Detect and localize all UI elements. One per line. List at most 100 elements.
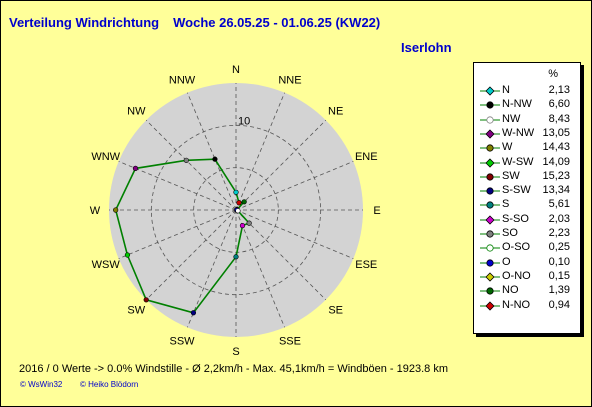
period-text: Woche 26.05.25 - 01.06.25 (KW22) <box>173 15 381 30</box>
legend-label: O <box>502 255 511 268</box>
data-point <box>212 156 218 162</box>
legend-swatch-icon <box>480 201 500 209</box>
legend-item: S-SW 13,34 <box>474 184 580 198</box>
grid-spoke <box>235 209 354 259</box>
direction-label: NNW <box>169 75 196 87</box>
legend-item: N-NO 0,94 <box>474 299 580 313</box>
legend-value: 14,43 <box>542 141 570 154</box>
footer-stats: 2016 / 0 Werte -> 0.0% Windstille - Ø 2,… <box>19 363 448 375</box>
data-points <box>113 156 252 316</box>
direction-label: NW <box>127 105 146 117</box>
legend-swatch-icon <box>480 129 500 139</box>
data-point <box>233 254 239 260</box>
legend-value: 15,23 <box>542 169 570 182</box>
chart-title: Verteilung Windrichtung Woche 26.05.25 - … <box>9 15 380 30</box>
direction-label: WSW <box>92 259 121 271</box>
legend-label: W <box>502 141 513 154</box>
legend-label: NO <box>502 284 519 297</box>
legend-label: S <box>502 198 510 211</box>
legend-label: N-NW <box>502 98 532 111</box>
grid-spoke <box>187 209 237 328</box>
direction-labels: N NNE NE ENE E ESE SE SSE S SSW SW WSW W WNW NW NNW <box>90 64 381 358</box>
data-point <box>190 310 197 316</box>
data-point <box>236 200 242 206</box>
grid-spoke <box>118 209 237 259</box>
polar-grid <box>109 83 363 337</box>
legend-swatch-icon <box>480 230 500 238</box>
grid-spoke <box>145 209 237 301</box>
legend-value: 0,25 <box>548 241 570 254</box>
data-point <box>235 208 241 214</box>
direction-label: SE <box>328 305 343 317</box>
legend-value: 5,61 <box>548 198 570 211</box>
legend-swatch-icon <box>480 187 500 195</box>
legend-swatch-icon <box>480 215 500 225</box>
legend-value: 13,05 <box>542 126 570 139</box>
legend-item: S-SO 2,03 <box>474 213 580 227</box>
legend-swatch-icon <box>480 115 500 124</box>
grid-spoke <box>145 119 237 211</box>
data-point <box>241 199 247 205</box>
legend-item: N 2,13 <box>474 84 580 98</box>
direction-label: SSW <box>170 335 196 347</box>
legend-swatch-icon <box>480 300 500 311</box>
legend-value: 0,15 <box>548 269 570 282</box>
radial-tick-label: 10 <box>238 116 250 128</box>
data-point <box>239 223 246 229</box>
legend-label: N <box>502 84 510 96</box>
legend-value: 14,09 <box>542 155 570 168</box>
data-point <box>113 207 119 213</box>
legend-unit: % <box>548 68 558 80</box>
legend-value: 2,23 <box>548 227 570 239</box>
direction-label: NNE <box>278 75 301 87</box>
legend-label: W-SW <box>502 155 534 168</box>
legend-swatch-icon <box>480 101 500 109</box>
legend-item: W-NW 13,05 <box>474 127 580 141</box>
direction-label: SW <box>127 305 145 317</box>
grid-spoke <box>118 161 237 211</box>
legend-label: N-NO <box>502 298 531 311</box>
legend-item: S 5,61 <box>474 198 580 212</box>
direction-label: ESE <box>355 259 377 271</box>
legend-item: O-NO 0,15 <box>474 270 580 284</box>
copyright-right: © Heiko Blödorn <box>80 380 139 389</box>
legend-swatch-icon <box>480 244 500 252</box>
legend-value: 2,13 <box>548 84 570 96</box>
legend-swatch-icon <box>480 173 500 181</box>
legend-swatch-icon <box>480 258 500 267</box>
legend-value: 1,39 <box>548 284 570 297</box>
copyright-left: © WsWin32 <box>20 380 63 389</box>
direction-label: NE <box>328 105 343 117</box>
legend-value: 6,60 <box>548 98 570 111</box>
legend-item: NW 8,43 <box>474 113 580 127</box>
direction-label: W <box>90 205 101 217</box>
direction-label: N <box>232 64 240 76</box>
direction-label: S <box>232 346 239 358</box>
legend-item: N-NW 6,60 <box>474 98 580 112</box>
legend-label: SO <box>502 227 518 239</box>
legend-value: 8,43 <box>548 112 570 125</box>
legend-swatch-icon <box>480 272 500 282</box>
legend-label: O-NO <box>502 269 531 282</box>
title-text: Verteilung Windrichtung <box>9 15 160 30</box>
legend-value: 13,34 <box>542 184 570 197</box>
legend-swatch-icon <box>480 144 500 152</box>
location-label: Iserlohn <box>401 40 452 55</box>
grid-spoke <box>235 209 285 328</box>
legend-label: NW <box>502 112 521 125</box>
legend-label: SW <box>502 169 520 182</box>
legend-label: O-SO <box>502 241 531 254</box>
data-point <box>132 165 139 171</box>
direction-label: SSE <box>279 335 301 347</box>
legend-label: W-NW <box>502 126 535 139</box>
legend-value: 0,10 <box>548 255 570 268</box>
legend-swatch-icon <box>480 287 500 295</box>
data-point <box>143 297 149 303</box>
data-point <box>246 220 252 226</box>
legend-label: S-SW <box>502 184 531 197</box>
legend-value: 0,94 <box>548 298 570 311</box>
direction-label: ENE <box>355 151 378 163</box>
legend: % N 2,13 N-NW 6,60 NW 8,43 W-NW 13,05 W 14,43 W-SW… <box>473 62 581 334</box>
legend-value: 2,03 <box>548 212 570 225</box>
data-point <box>233 189 239 195</box>
